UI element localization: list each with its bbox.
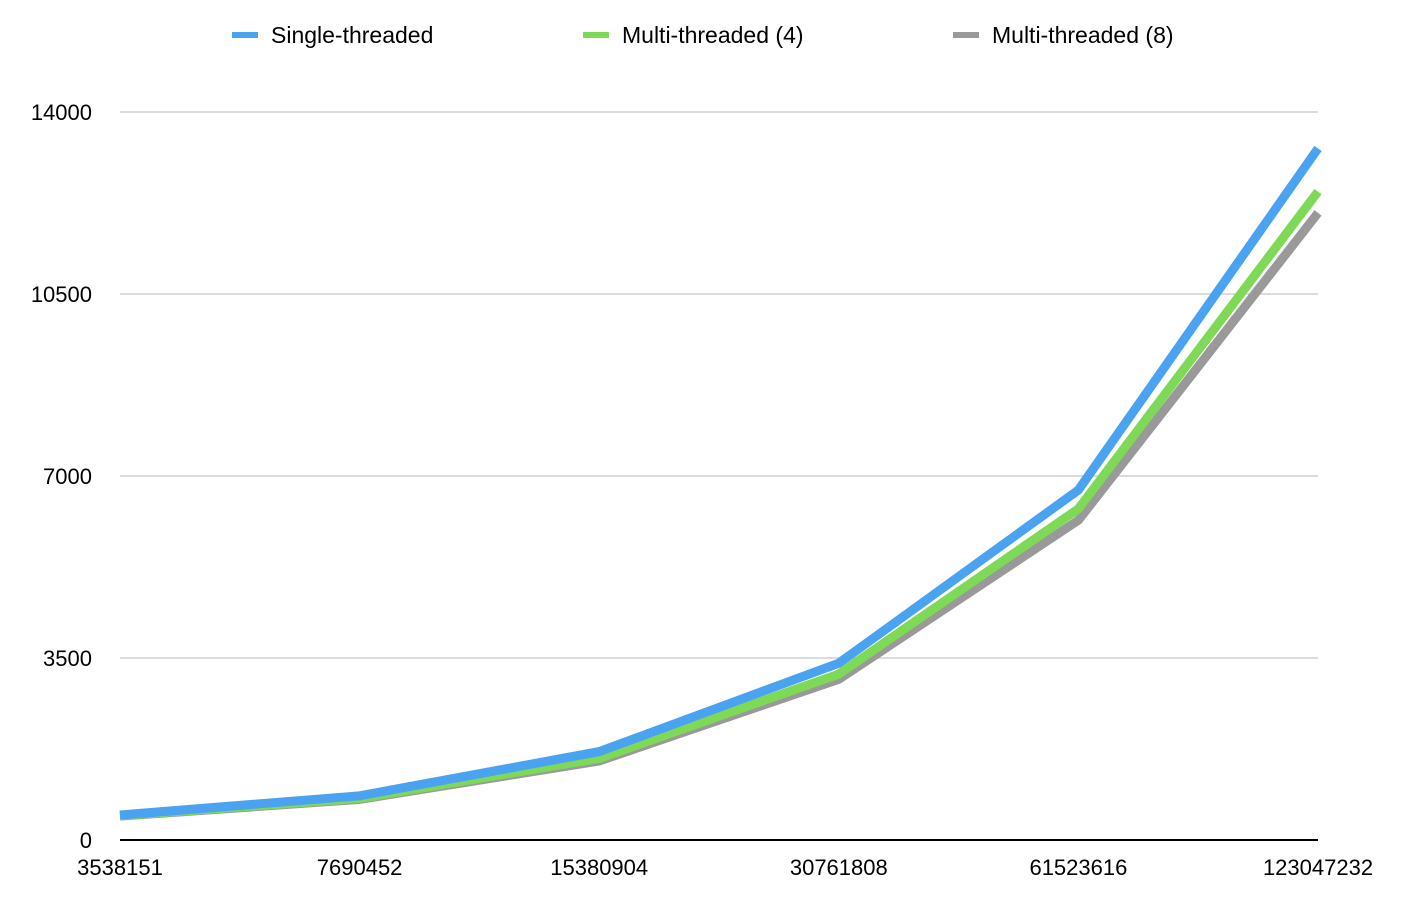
series-layer: [119, 145, 1322, 821]
y-tick-label: 10500: [31, 282, 92, 307]
legend-label-multi-threaded-8: Multi-threaded (8): [992, 22, 1174, 48]
legend: Single-threaded Multi-threaded (4) Multi-t…: [232, 22, 1174, 48]
x-tick-label: 7690452: [317, 855, 403, 880]
grid-layer: [120, 111, 1318, 659]
series-line-multi-threaded-8: [119, 210, 1322, 821]
x-tick-label: 15380904: [550, 855, 648, 880]
y-tick-label: 3500: [43, 646, 92, 671]
x-tick-label: 30761808: [790, 855, 888, 880]
axis-layer: 0 3500 7000 10500 14000 3538151 7690452 1538090…: [31, 100, 1373, 880]
y-tick-label: 7000: [43, 464, 92, 489]
y-tick-label: 0: [80, 828, 92, 853]
legend-label-single-threaded: Single-threaded: [271, 22, 433, 48]
series-line-single-threaded: [119, 145, 1322, 820]
x-tick-label: 61523616: [1029, 855, 1127, 880]
x-tick-label: 123047232: [1263, 855, 1373, 880]
y-tick-label: 14000: [31, 100, 92, 125]
x-tick-label: 3538151: [77, 855, 163, 880]
legend-label-multi-threaded-4: Multi-threaded (4): [622, 22, 804, 48]
